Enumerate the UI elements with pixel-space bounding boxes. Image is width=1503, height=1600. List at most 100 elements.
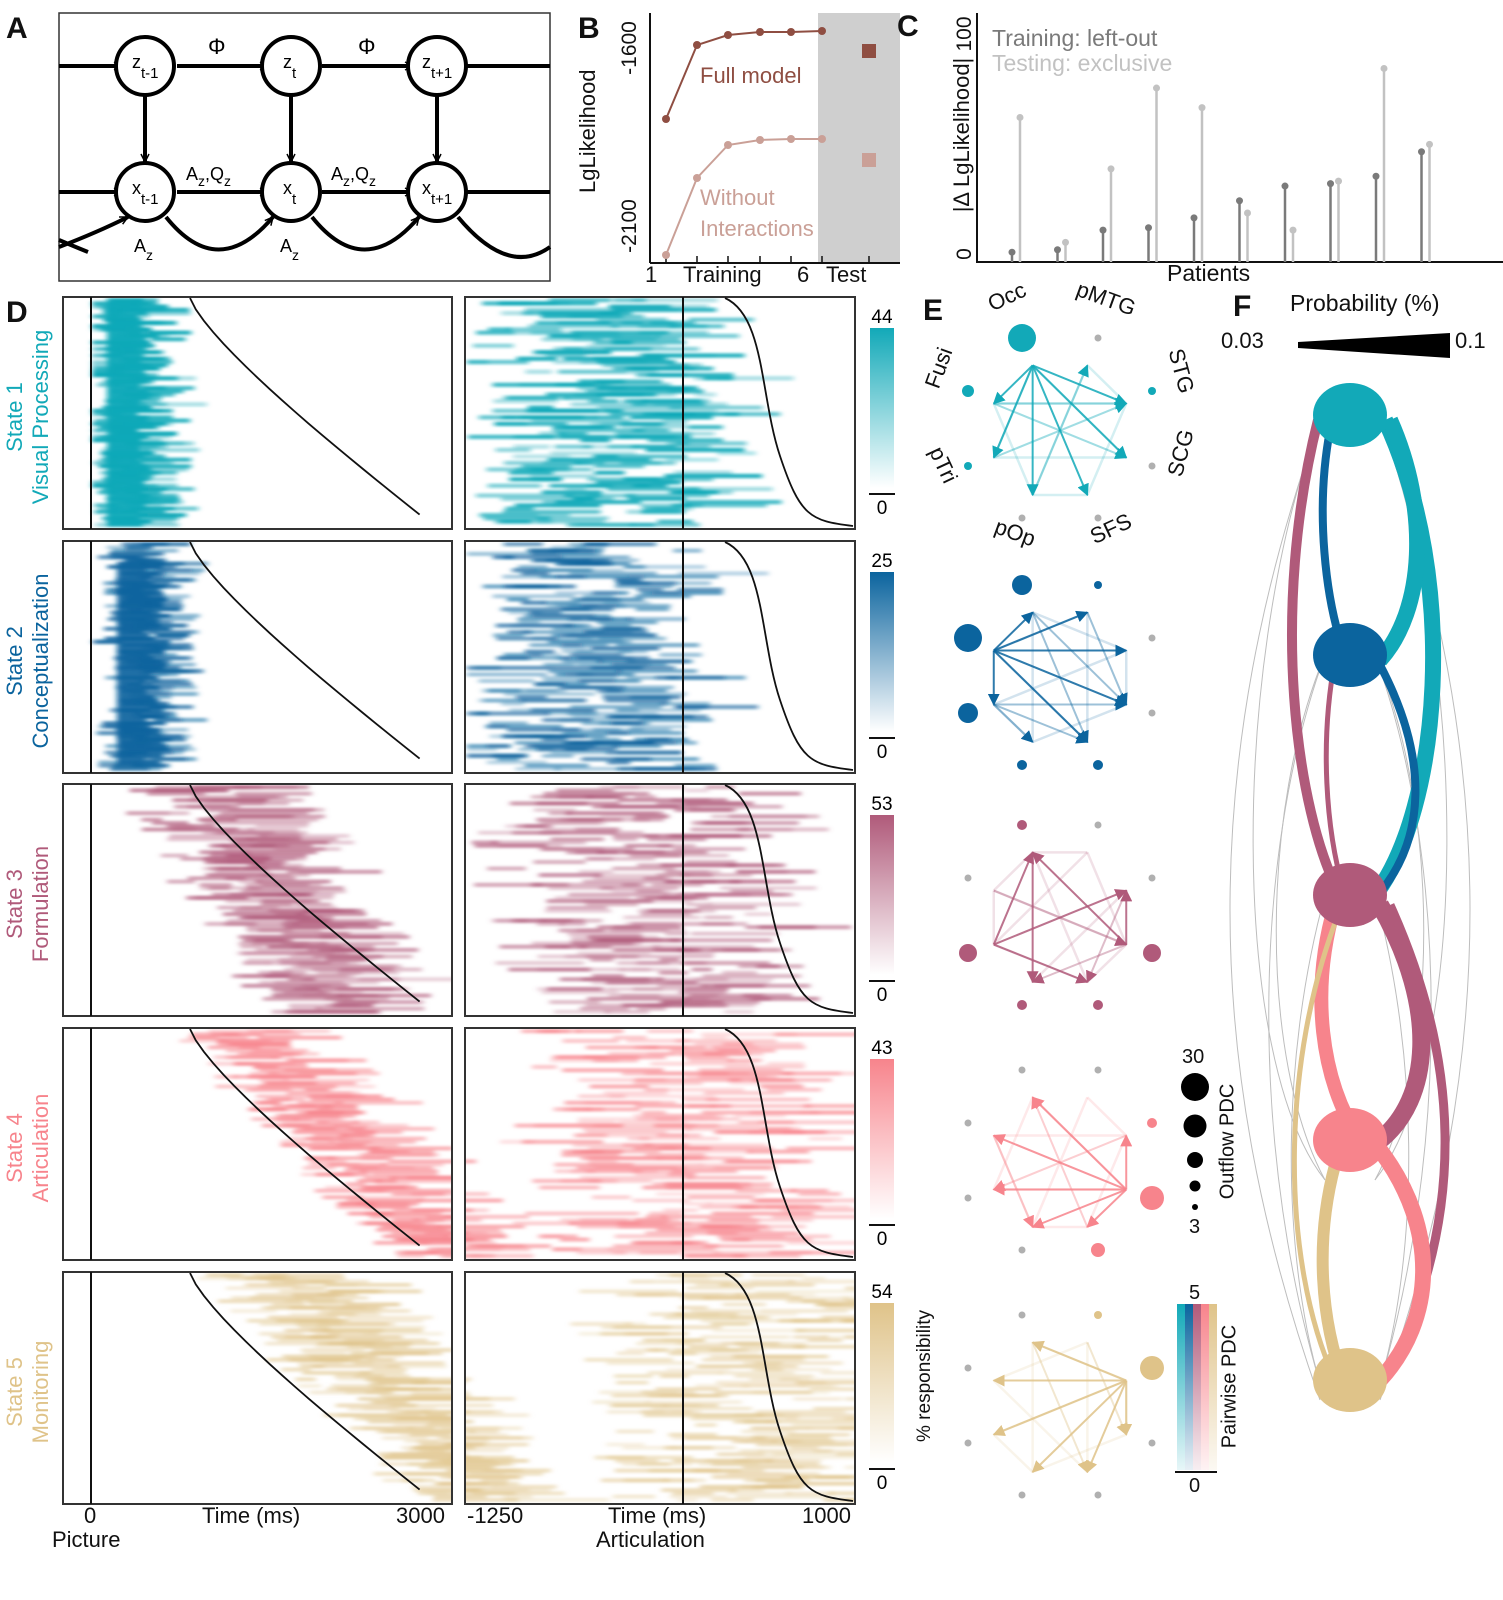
colorbar-max: 44: [871, 307, 893, 328]
outflow-size-legend: [1181, 1073, 1209, 1210]
edge-label-aq-2: Az,Qz: [331, 164, 376, 189]
left-x-label: Time (ms): [202, 1503, 301, 1528]
right-x-start: -1250: [467, 1503, 524, 1528]
heatmap-state-2: [62, 540, 872, 776]
node-x-t-plus-1: xt+1: [422, 178, 452, 208]
panel-b-xtick-training: Training: [683, 262, 762, 287]
state-label-4: State 4 Articulation: [2, 1038, 54, 1258]
probability-scale-max: 0.1: [1455, 328, 1486, 353]
panel-d-letter: D: [6, 296, 28, 329]
legend-testing-exclusive: Testing: exclusive: [992, 50, 1173, 76]
panel-b-chart: Full model Without Interactions: [649, 13, 900, 264]
probability-scale-min: 0.03: [1221, 328, 1264, 353]
colorbar-state-4: 43 0: [869, 1038, 895, 1247]
without-label-2: Interactions: [700, 216, 814, 241]
panel-e-connectivity-graphs: [954, 324, 1164, 1499]
colorbar-min: 0: [877, 985, 888, 1003]
panel-f-letter: F: [1233, 290, 1252, 323]
f-node-state1: [1313, 383, 1387, 447]
panel-a-letter: A: [6, 12, 28, 45]
panel-c-xlabel: Patients: [1167, 260, 1251, 286]
state-label-5: State 5 Monitoring: [2, 1282, 54, 1502]
state-label-1: State 1 Visual Processing: [2, 307, 54, 527]
edge-label-phi-2: Φ: [358, 34, 376, 59]
colorbar-max: 54: [871, 1282, 893, 1303]
colorbar-max: 43: [871, 1038, 892, 1059]
panel-b-xtick-1: 1: [645, 262, 658, 287]
panel-b-xtick-6: 6: [797, 262, 810, 287]
colorbar-state-1: 44 0: [869, 307, 895, 516]
connectivity-graph-state-4: [964, 1066, 1164, 1257]
colorbar-min: 0: [877, 498, 888, 516]
f-node-state2: [1313, 623, 1387, 687]
colorbar-min: 0: [877, 1229, 888, 1247]
panel-f-transition-graph: [1229, 383, 1471, 1412]
state-title: State 4: [2, 1113, 27, 1183]
right-x-end: 1000: [802, 1503, 851, 1528]
state-label-3: State 3 Formulation: [2, 794, 54, 1014]
test-region-background: [818, 13, 900, 262]
left-x-start: 0: [84, 1503, 97, 1528]
f-node-state4: [1313, 1108, 1387, 1172]
pairwise-legend-min: 0: [1189, 1475, 1201, 1497]
node-z-t: zt: [283, 52, 297, 82]
edge-label-a-2: Az: [280, 236, 299, 263]
right-x-label: Time (ms): [608, 1503, 707, 1528]
colorbar-max: 53: [871, 794, 892, 815]
state-title: State 2: [2, 626, 27, 696]
colorbar-state-2: 25 0: [869, 551, 895, 760]
colorbar-max: 25: [871, 551, 892, 572]
connectivity-graph-state-1: [962, 324, 1156, 522]
colorbar-state-5: 54 0: [869, 1282, 895, 1491]
node-z-t-minus-1: zt-1: [132, 52, 159, 82]
panel-f-title: Probability (%): [1290, 290, 1440, 316]
left-x-sublabel: Picture: [52, 1527, 121, 1552]
connectivity-graph-state-5: [964, 1311, 1164, 1499]
state-title: State 5: [2, 1357, 27, 1427]
connectivity-graph-state-2: [954, 575, 1156, 770]
state-title: State 1: [2, 382, 27, 452]
edge-label-phi-1: Φ: [208, 34, 226, 59]
full-model-label: Full model: [700, 63, 801, 88]
connectivity-graph-state-3: [959, 820, 1161, 1010]
panel-b-letter: B: [578, 12, 600, 45]
colorbar-min: 0: [877, 1473, 888, 1491]
colorbar-state-3: 53 0: [869, 794, 895, 1003]
panel-e-letter: E: [923, 294, 944, 327]
heatmap-state-1: [62, 296, 872, 532]
legend-training-left-out: Training: left-out: [992, 25, 1158, 51]
state-label-2: State 2 Conceptualization: [2, 551, 54, 771]
f-node-state3: [1313, 863, 1387, 927]
heatmap-state-5: [62, 1271, 872, 1507]
probability-wedge: [1298, 333, 1450, 358]
panel-a-graphical-model: zt-1 zt zt+1 xt-1 xt xt+1 Φ Φ Az,Qz Az,Q…: [58, 12, 552, 282]
without-interactions-line: [665, 138, 822, 256]
node-z-t-plus-1: zt+1: [422, 52, 452, 82]
edge-label-a-1: Az: [134, 236, 153, 263]
state-subtitle: Formulation: [28, 845, 53, 963]
right-x-sublabel: Articulation: [596, 1527, 705, 1552]
state-subtitle: Articulation: [28, 1093, 53, 1203]
node-x-t-minus-1: xt-1: [132, 178, 159, 208]
full-model-test-marker: [862, 44, 876, 58]
f-node-state5: [1313, 1348, 1387, 1412]
pairwise-legend-max: 5: [1189, 1282, 1201, 1304]
panel-b-ylabel: LgLikelihood: [575, 69, 600, 193]
pairwise-colorbar: [1175, 1304, 1217, 1473]
edge-label-aq-1: Az,Qz: [186, 164, 231, 189]
without-interactions-test-marker: [862, 153, 876, 167]
outflow-legend-min: 3: [1189, 1216, 1201, 1238]
left-x-end: 3000: [396, 1503, 445, 1528]
state-subtitle: Visual Processing: [28, 329, 53, 505]
panel-c-lollipop-chart: [976, 13, 1503, 263]
full-model-line: [665, 30, 823, 120]
colorbar-min: 0: [877, 742, 888, 760]
outflow-legend-max: 30: [1182, 1046, 1205, 1068]
state-subtitle: Conceptualization: [28, 573, 53, 749]
without-label-1: Without: [700, 185, 775, 210]
heatmap-state-3: [62, 783, 872, 1019]
panel-c-letter: C: [897, 10, 919, 43]
state-title: State 3: [2, 869, 27, 939]
node-x-t: xt: [283, 178, 297, 208]
panel-b-xtick-test: Test: [826, 262, 867, 287]
